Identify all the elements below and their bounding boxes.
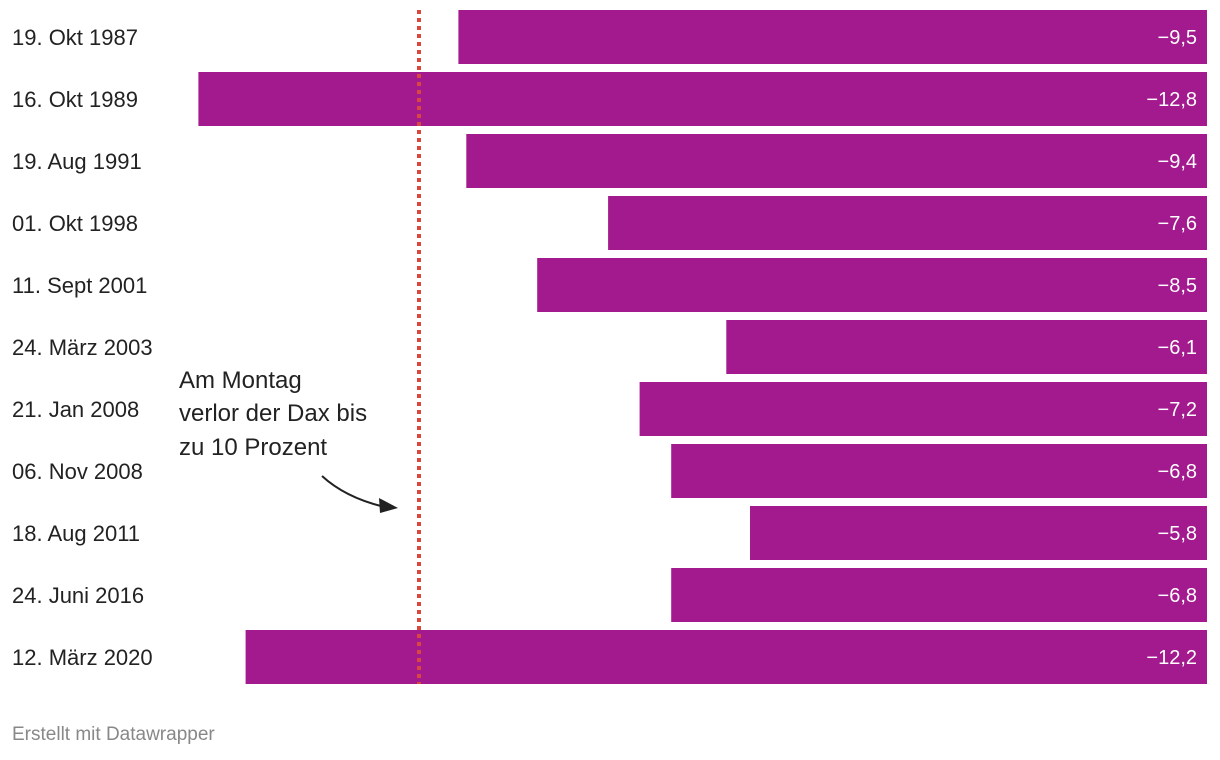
- bar-7: [671, 444, 1207, 498]
- category-label-0: 19. Okt 1987: [12, 25, 138, 50]
- category-label-5: 24. März 2003: [12, 335, 153, 360]
- value-label-9: −6,8: [1158, 585, 1197, 607]
- bar-8: [750, 506, 1207, 560]
- category-label-3: 01. Okt 1998: [12, 211, 138, 236]
- value-labels: −9,5 −12,8 −9,4 −7,6 −8,5 −6,1 −7,2 −6,8 −5,8 −6,…: [1146, 27, 1197, 669]
- annotation-line-3: zu 10 Prozent: [179, 434, 327, 461]
- bar-6: [639, 382, 1207, 436]
- value-label-10: −12,2: [1146, 647, 1197, 669]
- value-label-2: −9,4: [1158, 151, 1197, 173]
- bar-0: [458, 10, 1207, 64]
- value-label-8: −5,8: [1158, 523, 1197, 545]
- bar-chart: 19. Okt 1987 16. Okt 1989 19. Aug 1991 01. …: [12, 10, 1208, 684]
- bar-5: [726, 320, 1207, 374]
- bar-4: [537, 258, 1207, 312]
- annotation-line-1: Am Montag: [179, 367, 302, 394]
- value-label-0: −9,5: [1158, 27, 1197, 49]
- category-label-4: 11. Sept 2001: [12, 273, 147, 298]
- annotation-line-2: verlor der Dax bis: [179, 400, 367, 427]
- annotation: Am Montag verlor der Dax bis zu 10 Proze…: [179, 367, 398, 513]
- value-label-1: −12,8: [1146, 89, 1197, 111]
- category-label-6: 21. Jan 2008: [12, 397, 139, 422]
- category-label-9: 24. Juni 2016: [12, 583, 144, 608]
- bars-layer: [198, 10, 1208, 684]
- bar-10: [245, 630, 1208, 684]
- credit-text: Erstellt mit Datawrapper: [12, 724, 215, 745]
- bar-9: [671, 568, 1207, 622]
- category-label-7: 06. Nov 2008: [12, 459, 143, 484]
- category-label-1: 16. Okt 1989: [12, 87, 138, 112]
- category-label-2: 19. Aug 1991: [12, 149, 142, 174]
- value-label-6: −7,2: [1158, 399, 1197, 421]
- value-label-4: −8,5: [1158, 275, 1197, 297]
- annotation-arrow: [321, 475, 386, 508]
- bar-3: [608, 196, 1207, 250]
- bar-1: [198, 72, 1207, 126]
- bar-2: [466, 134, 1207, 188]
- value-label-7: −6,8: [1158, 461, 1197, 483]
- category-label-8: 18. Aug 2011: [12, 521, 140, 546]
- category-labels: 19. Okt 1987 16. Okt 1989 19. Aug 1991 01. …: [12, 25, 153, 670]
- value-label-3: −7,6: [1158, 213, 1197, 235]
- category-label-10: 12. März 2020: [12, 645, 153, 670]
- value-label-5: −6,1: [1158, 337, 1197, 359]
- annotation-arrowhead: [379, 498, 398, 513]
